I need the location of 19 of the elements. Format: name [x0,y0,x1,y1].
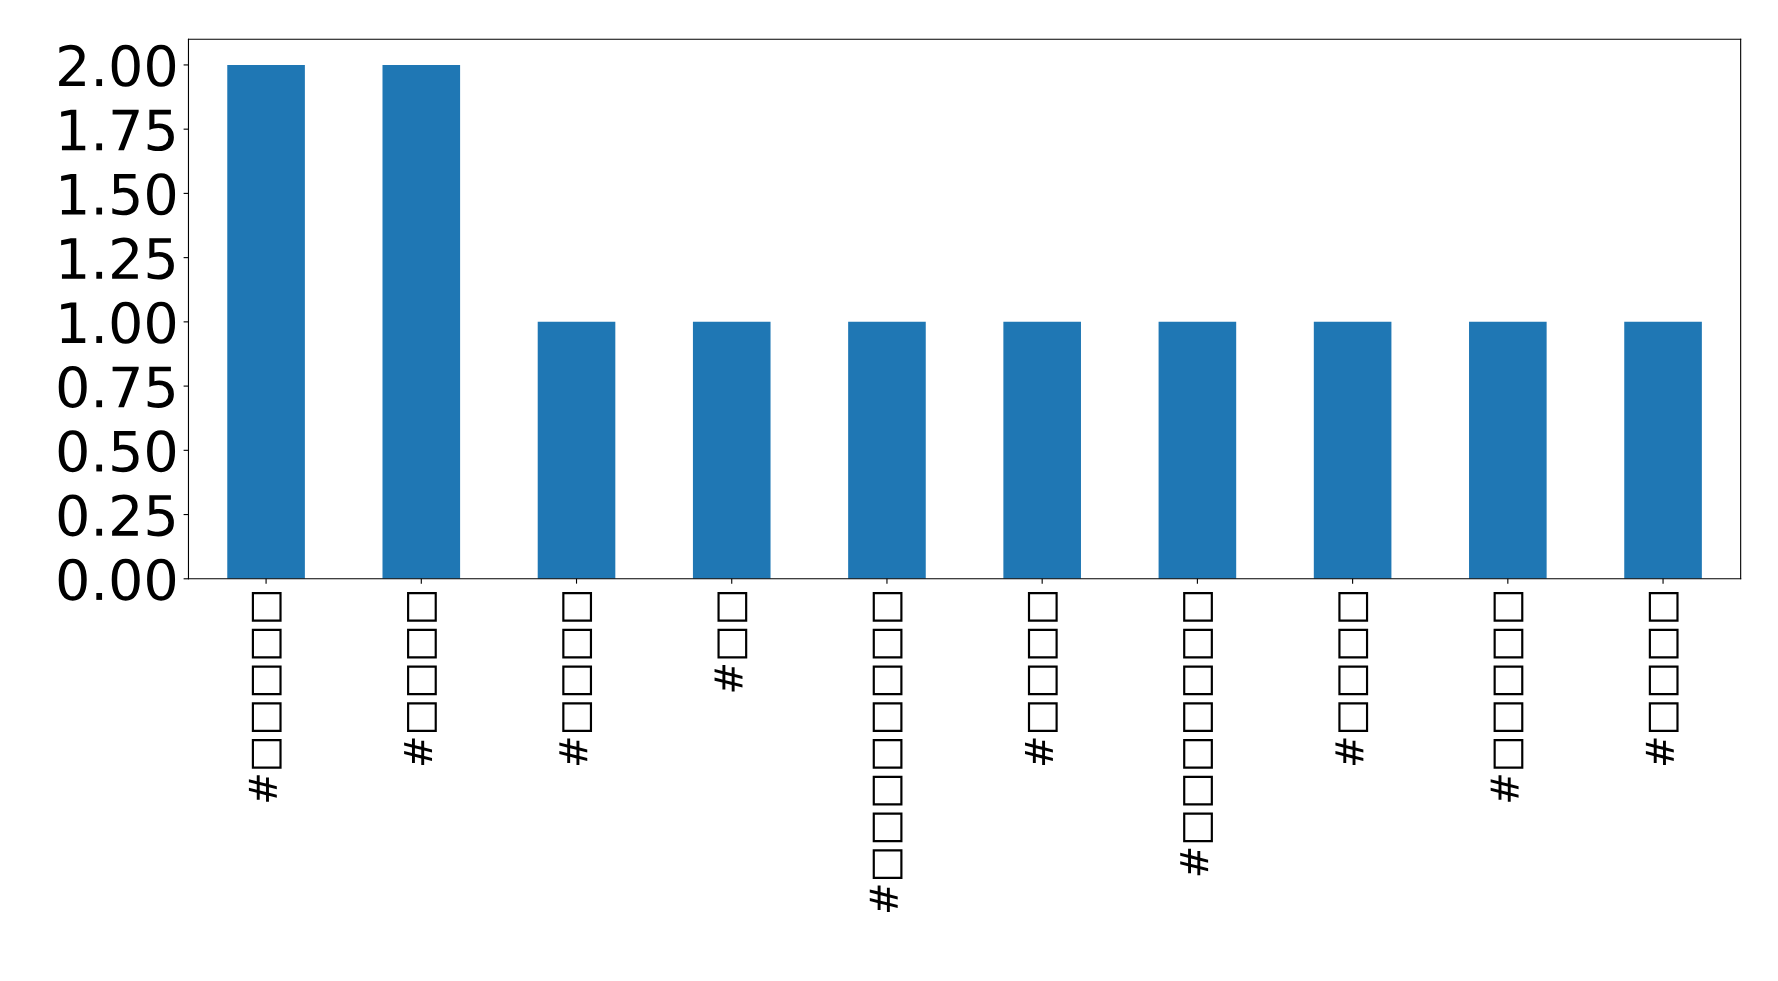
y-tick-label: 1.75 [61,109,174,152]
x-tick-label: #□□□□□□□□ [869,592,903,913]
x-tick-label: #□□□□ [1645,592,1679,766]
y-tick-label: 0.00 [58,558,176,601]
x-tick-label: #□□□□ [559,592,593,766]
x-tick-label: #□□ [714,592,748,692]
x-tick-label: #□□□□□ [248,592,282,802]
x-tick-label: #□□□□ [1335,592,1369,766]
x-tick-label: #□□□□ [404,592,437,766]
y-tick-label: 1.25 [61,237,174,280]
x-tick-label: #□□□□□□□ [1180,592,1213,876]
x-tick-label: #□□□□□ [1490,592,1524,802]
y-tick-label: 0.75 [58,365,174,408]
y-tick-label: 1.00 [61,301,176,344]
y-tick-label: 0.50 [58,430,176,473]
y-tick-label: 0.25 [58,494,174,537]
x-tick-label: #□□□□ [1024,592,1058,766]
y-tick-label: 1.50 [61,173,176,216]
y-tick-label: 2.00 [59,44,176,87]
